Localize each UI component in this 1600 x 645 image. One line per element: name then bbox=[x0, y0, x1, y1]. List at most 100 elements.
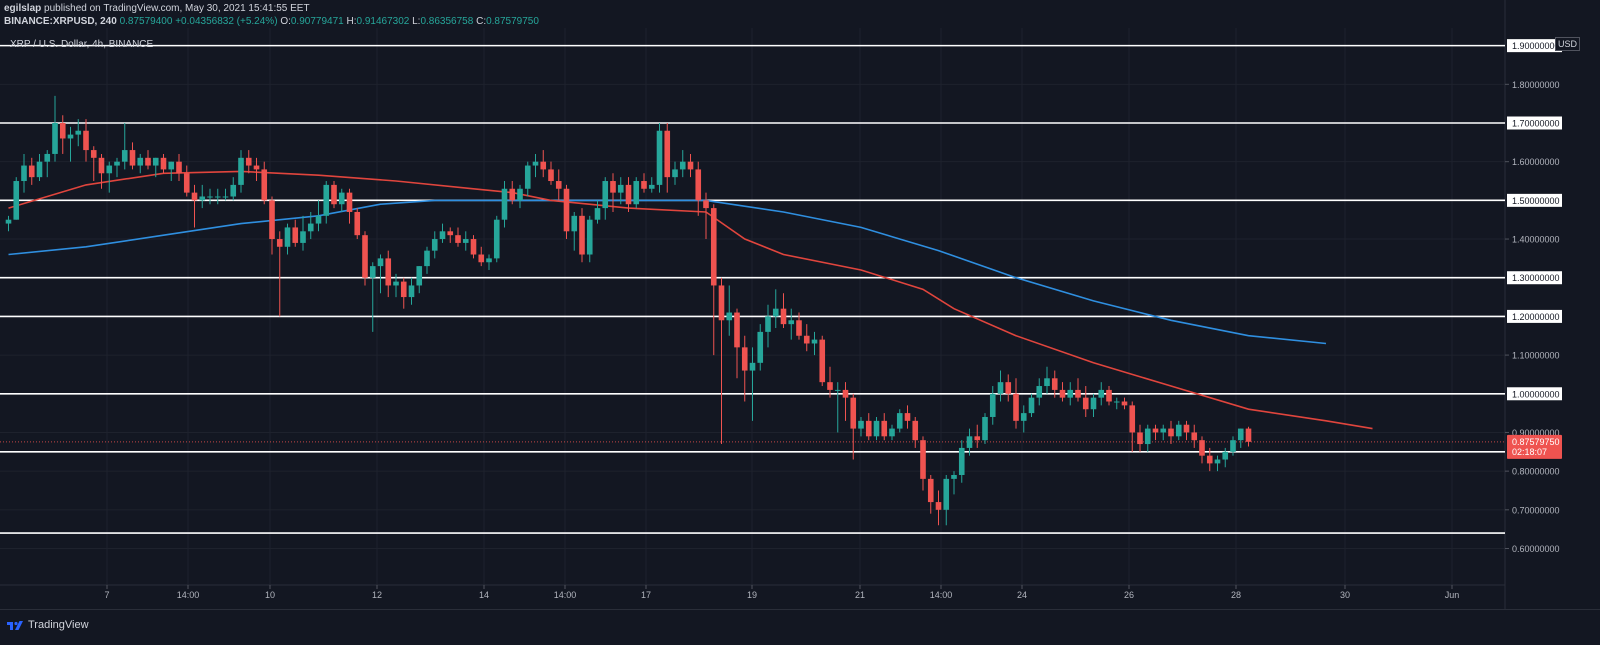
tradingview-logo[interactable]: TradingView bbox=[6, 619, 89, 631]
candle-up[interactable] bbox=[896, 409, 903, 433]
candle-down[interactable] bbox=[292, 219, 299, 247]
candle-up[interactable] bbox=[238, 150, 244, 193]
candle-down[interactable] bbox=[664, 122, 671, 193]
candle-up[interactable] bbox=[1020, 405, 1027, 433]
candle-down[interactable] bbox=[927, 475, 934, 514]
candle-up[interactable] bbox=[602, 177, 609, 220]
candle-down[interactable] bbox=[191, 184, 198, 228]
candle-up[interactable] bbox=[230, 177, 237, 201]
candle-up[interactable] bbox=[137, 153, 144, 174]
candle-up[interactable] bbox=[873, 416, 880, 441]
candle-up[interactable] bbox=[393, 273, 399, 298]
candle-up[interactable] bbox=[648, 177, 655, 193]
candle-down[interactable] bbox=[1191, 424, 1198, 448]
candle-up[interactable] bbox=[1230, 436, 1236, 456]
candle-down[interactable] bbox=[245, 150, 252, 174]
candle-up[interactable] bbox=[594, 200, 601, 224]
candle-down[interactable] bbox=[455, 227, 461, 247]
candle-up[interactable] bbox=[493, 215, 500, 263]
candle-down[interactable] bbox=[509, 181, 516, 205]
candle-down[interactable] bbox=[625, 177, 632, 212]
candle-down[interactable] bbox=[1129, 401, 1136, 452]
candle-up[interactable] bbox=[656, 122, 663, 193]
candle-up[interactable] bbox=[424, 246, 430, 274]
candle-down[interactable] bbox=[1206, 447, 1213, 472]
candle-up[interactable] bbox=[501, 181, 508, 228]
candle-down[interactable] bbox=[1005, 374, 1012, 402]
candle-up[interactable] bbox=[834, 382, 841, 433]
candle-down[interactable] bbox=[540, 150, 547, 178]
candle-down[interactable] bbox=[176, 153, 182, 182]
candle-up[interactable] bbox=[811, 331, 818, 356]
candle-up[interactable] bbox=[1160, 424, 1167, 441]
candle-down[interactable] bbox=[346, 188, 353, 224]
candle-up[interactable] bbox=[943, 475, 950, 526]
candle-down[interactable] bbox=[470, 235, 477, 259]
candle-down[interactable] bbox=[935, 490, 942, 526]
candle-down[interactable] bbox=[555, 169, 562, 201]
candle-up[interactable] bbox=[532, 153, 539, 178]
candle-up[interactable] bbox=[997, 370, 1004, 402]
candle-up[interactable] bbox=[67, 126, 74, 162]
candle-up[interactable] bbox=[517, 184, 523, 209]
candle-down[interactable] bbox=[276, 231, 283, 317]
candle-down[interactable] bbox=[641, 173, 647, 193]
candle-down[interactable] bbox=[912, 416, 919, 448]
candle-down[interactable] bbox=[1059, 382, 1066, 402]
candle-up[interactable] bbox=[951, 471, 957, 495]
candle-up[interactable] bbox=[431, 231, 438, 259]
candle-up[interactable] bbox=[214, 188, 221, 205]
candle-up[interactable] bbox=[21, 153, 27, 193]
candle-down[interactable] bbox=[1183, 420, 1190, 441]
candle-up[interactable] bbox=[1090, 393, 1097, 417]
candle-up[interactable] bbox=[377, 254, 384, 294]
candle-up[interactable] bbox=[617, 177, 624, 205]
candle-up[interactable] bbox=[1175, 420, 1182, 441]
candle-down[interactable] bbox=[579, 208, 585, 263]
candle-up[interactable] bbox=[486, 254, 492, 270]
candle-up[interactable] bbox=[1222, 447, 1229, 468]
candle-up[interactable] bbox=[1144, 424, 1151, 452]
candle-up[interactable] bbox=[408, 277, 415, 305]
candle-up[interactable] bbox=[369, 262, 376, 332]
candle-down[interactable] bbox=[610, 173, 616, 212]
candle-up[interactable] bbox=[633, 177, 640, 209]
candle-up[interactable] bbox=[168, 161, 175, 182]
candlestick-series[interactable] bbox=[5, 95, 1252, 526]
candle-up[interactable] bbox=[5, 215, 12, 232]
candle-up[interactable] bbox=[307, 211, 314, 240]
candle-up[interactable] bbox=[765, 304, 771, 348]
candle-down[interactable] bbox=[400, 277, 407, 309]
candle-down[interactable] bbox=[145, 150, 151, 170]
candle-up[interactable] bbox=[1036, 378, 1043, 406]
candle-down[interactable] bbox=[1245, 426, 1252, 447]
candle-down[interactable] bbox=[741, 335, 748, 402]
candle-down[interactable] bbox=[974, 424, 981, 448]
candle-down[interactable] bbox=[734, 308, 740, 379]
candle-down[interactable] bbox=[1013, 378, 1019, 429]
candle-down[interactable] bbox=[1075, 378, 1081, 402]
candle-up[interactable] bbox=[75, 119, 82, 147]
candle-down[interactable] bbox=[253, 157, 260, 182]
candle-up[interactable] bbox=[13, 177, 20, 220]
candle-down[interactable] bbox=[1152, 424, 1159, 441]
candle-up[interactable] bbox=[338, 188, 345, 212]
candle-up[interactable] bbox=[1067, 382, 1074, 406]
candle-down[interactable] bbox=[1082, 386, 1089, 417]
candle-up[interactable] bbox=[114, 157, 120, 178]
candle-down[interactable] bbox=[98, 153, 105, 189]
candle-up[interactable] bbox=[672, 161, 678, 185]
candle-up[interactable] bbox=[889, 424, 895, 441]
candle-up[interactable] bbox=[1028, 393, 1035, 417]
candle-down[interactable] bbox=[447, 227, 454, 243]
candle-up[interactable] bbox=[121, 122, 128, 170]
candle-down[interactable] bbox=[478, 246, 485, 267]
candle-down[interactable] bbox=[1051, 370, 1058, 398]
candle-down[interactable] bbox=[695, 161, 702, 216]
candle-up[interactable] bbox=[207, 188, 213, 205]
candle-down[interactable] bbox=[548, 161, 554, 185]
candle-down[interactable] bbox=[819, 335, 826, 387]
candle-up[interactable] bbox=[222, 188, 229, 201]
candle-down[interactable] bbox=[796, 312, 802, 340]
